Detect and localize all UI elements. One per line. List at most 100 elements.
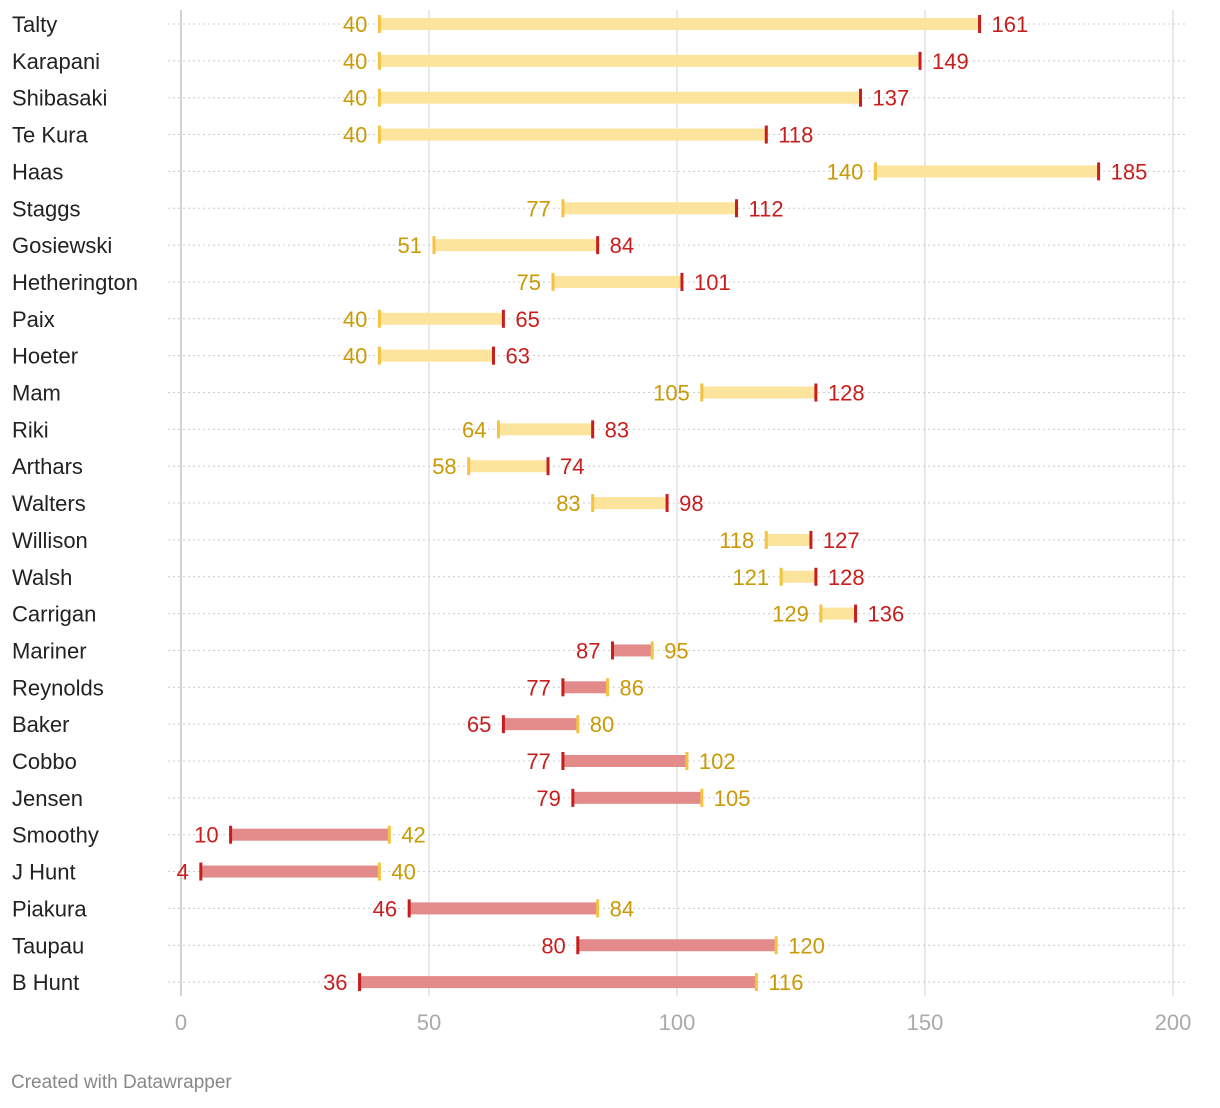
end-value-label: 87: [576, 638, 600, 663]
end-value-label: 74: [560, 454, 584, 479]
range-bar: [379, 312, 504, 325]
start-value-label: 40: [343, 86, 367, 111]
end-value-label: 65: [467, 712, 491, 737]
range-bar: [379, 128, 767, 141]
end-marker: [199, 862, 203, 881]
row-name: Mariner: [12, 638, 87, 663]
start-marker: [650, 641, 654, 660]
start-value-label: 120: [788, 933, 825, 958]
end-marker: [501, 715, 505, 734]
range-bar: [230, 828, 390, 841]
range-bar: [562, 202, 737, 215]
start-marker: [387, 825, 391, 844]
end-value-label: 98: [679, 491, 703, 516]
range-bar: [820, 607, 856, 620]
range-bar: [200, 865, 380, 878]
start-value-label: 64: [462, 417, 486, 442]
row-name: Taupau: [12, 933, 84, 958]
start-marker: [700, 383, 704, 402]
range-bar: [577, 939, 777, 952]
end-value-label: 84: [610, 233, 634, 258]
start-value-label: 80: [590, 712, 614, 737]
range-bar: [562, 755, 687, 767]
end-marker: [978, 15, 982, 33]
start-marker: [377, 125, 381, 144]
x-tick-label: 200: [1155, 1010, 1192, 1035]
end-value-label: 77: [526, 749, 550, 774]
row-name: Arthars: [12, 454, 83, 479]
end-value-label: 101: [694, 270, 731, 295]
start-marker: [561, 199, 565, 218]
range-bar: [553, 275, 682, 288]
start-marker: [774, 936, 778, 955]
start-value-label: 86: [620, 675, 644, 700]
end-value-label: 128: [828, 565, 865, 590]
end-value-label: 128: [828, 381, 865, 406]
start-marker: [377, 15, 381, 33]
end-marker: [1097, 162, 1101, 181]
end-marker: [918, 51, 922, 70]
end-value-label: 137: [873, 86, 910, 111]
end-value-label: 149: [932, 49, 969, 74]
start-value-label: 40: [343, 12, 367, 37]
end-marker: [611, 641, 615, 660]
end-marker: [764, 125, 768, 144]
start-value-label: 40: [391, 860, 415, 885]
end-value-label: 63: [505, 344, 529, 369]
start-marker: [432, 236, 436, 255]
x-tick-label: 0: [175, 1010, 187, 1035]
range-bar: [409, 902, 598, 915]
row-name: Reynolds: [12, 675, 104, 700]
start-value-label: 105: [714, 786, 751, 811]
end-value-label: 36: [323, 970, 347, 995]
range-bar: [433, 239, 598, 252]
end-marker: [809, 530, 813, 549]
range-bar: [781, 570, 816, 583]
end-value-label: 80: [541, 933, 565, 958]
x-tick-label: 150: [907, 1010, 944, 1035]
end-value-label: 136: [868, 602, 905, 627]
row-name: Mam: [12, 381, 61, 406]
end-value-label: 4: [177, 860, 189, 885]
start-marker: [606, 678, 610, 697]
range-bar: [612, 644, 653, 657]
range-bar: [379, 54, 921, 67]
end-marker: [571, 788, 575, 807]
bars-layer: [199, 15, 1101, 992]
range-bar: [379, 91, 861, 104]
start-marker: [467, 457, 471, 476]
start-marker: [591, 494, 595, 513]
start-marker: [576, 715, 580, 734]
range-bar: [498, 423, 593, 436]
start-value-label: 51: [397, 233, 421, 258]
start-value-label: 84: [610, 896, 634, 921]
start-value-label: 40: [343, 49, 367, 74]
end-marker: [596, 236, 600, 255]
end-value-label: 127: [823, 528, 860, 553]
credit-text: Created with Datawrapper: [11, 1072, 232, 1093]
x-tick-label: 50: [417, 1010, 441, 1035]
end-value-label: 161: [992, 12, 1029, 37]
start-value-label: 121: [732, 565, 769, 590]
start-marker: [377, 309, 381, 328]
start-marker: [596, 899, 600, 918]
start-value-label: 40: [343, 123, 367, 148]
start-marker: [779, 567, 783, 586]
end-marker: [407, 899, 411, 918]
row-name: J Hunt: [12, 860, 76, 885]
end-marker: [501, 309, 505, 328]
start-marker: [819, 604, 823, 623]
row-name: B Hunt: [12, 970, 79, 995]
end-marker: [814, 567, 818, 586]
start-value-label: 58: [432, 454, 456, 479]
end-marker: [591, 420, 595, 439]
start-value-label: 140: [827, 159, 864, 184]
start-value-label: 40: [343, 344, 367, 369]
end-marker: [358, 973, 362, 992]
end-value-label: 10: [194, 823, 218, 848]
start-value-label: 42: [401, 823, 425, 848]
row-name: Hoeter: [12, 344, 78, 369]
end-marker: [859, 88, 863, 107]
range-bar: [572, 791, 702, 804]
end-marker: [735, 199, 739, 218]
